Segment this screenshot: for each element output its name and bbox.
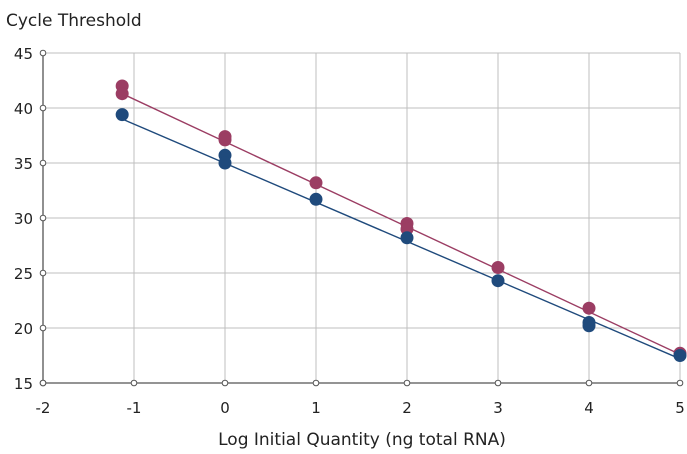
x-tick-mark [221, 379, 229, 387]
y-tick-label: 15 [14, 375, 33, 393]
y-tick-label: 25 [14, 265, 33, 283]
x-tick-mark [130, 379, 138, 387]
x-tick-label: 2 [402, 399, 412, 417]
series-0-point [218, 133, 232, 147]
x-tick-mark [403, 379, 411, 387]
series-1-point [309, 192, 323, 206]
y-tick-label: 45 [14, 45, 33, 63]
x-tick-label: -1 [127, 399, 142, 417]
series-1-point [582, 319, 596, 333]
series-0-point [582, 301, 596, 315]
x-tick-mark [312, 379, 320, 387]
series-0-point [309, 176, 323, 190]
y-tick-mark [39, 159, 47, 167]
y-tick-mark [39, 104, 47, 112]
x-tick-label: 0 [220, 399, 230, 417]
x-tick-label: 1 [311, 399, 321, 417]
series-0-point [491, 261, 505, 274]
x-tick-mark [585, 379, 593, 387]
x-tick-label: -2 [36, 399, 51, 417]
grid-layer [43, 52, 681, 383]
series-1-point [218, 156, 232, 170]
x-tick-mark [676, 379, 684, 387]
x-tick-label: 5 [675, 399, 685, 417]
y-tick-mark [39, 324, 47, 332]
y-tick-mark [39, 379, 47, 387]
y-tick-mark [39, 49, 47, 57]
series-1-point [673, 349, 687, 362]
y-tick-mark [39, 214, 47, 222]
y-tick-label: 40 [14, 100, 33, 118]
x-tick-mark [494, 379, 502, 387]
series-1-point [400, 231, 414, 245]
x-axis-title: Log Initial Quantity (ng total RNA) [218, 430, 506, 450]
series-1-point [491, 274, 505, 288]
series-1-point [115, 108, 129, 122]
y-tick-label: 20 [14, 320, 33, 338]
series-0-point [115, 87, 129, 101]
x-tick-label: 3 [493, 399, 503, 417]
y-axis-title: Cycle Threshold [6, 11, 142, 31]
y-tick-label: 35 [14, 155, 33, 173]
series-layer [115, 79, 687, 362]
x-tick-label: 4 [584, 399, 594, 417]
y-tick-label: 30 [14, 210, 33, 228]
y-tick-mark [39, 269, 47, 277]
